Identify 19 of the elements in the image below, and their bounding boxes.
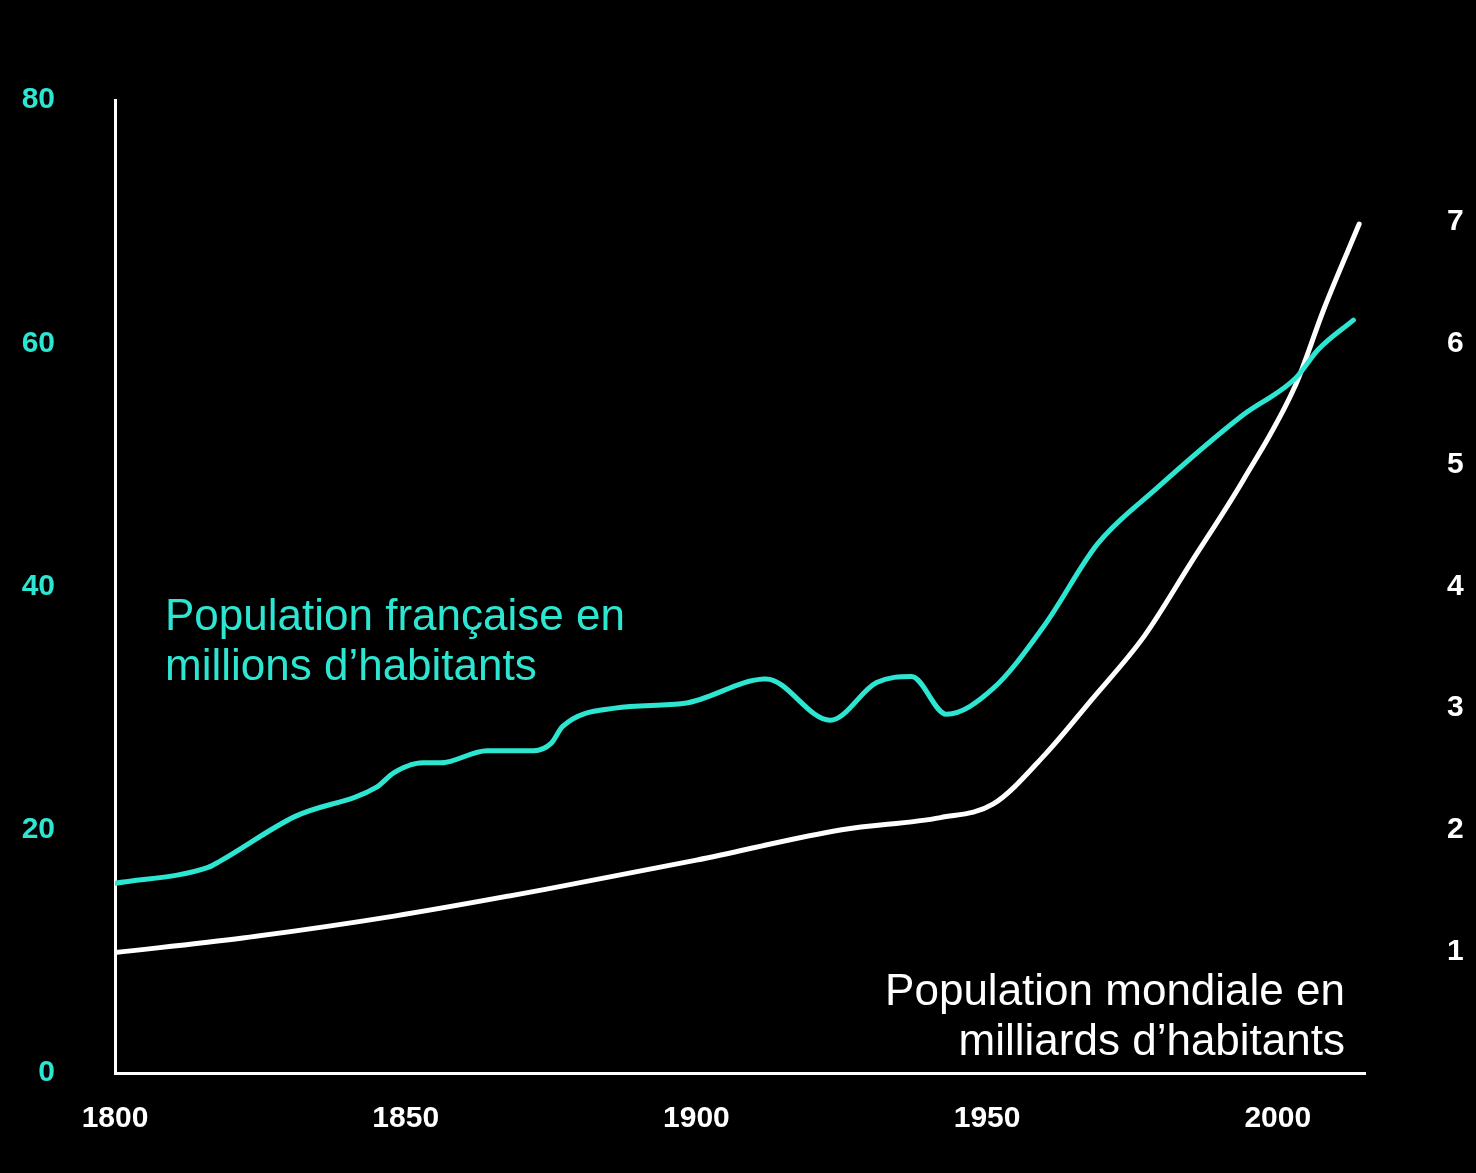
y2-tick-label: 4 — [1447, 567, 1464, 601]
y-tick-label: 20 — [21, 811, 55, 845]
x-tick-label: 1850 — [372, 1100, 440, 1134]
y2-tick-label: 3 — [1447, 689, 1464, 723]
y-tick-label: 0 — [38, 1054, 55, 1088]
y2-tick-label: 5 — [1447, 446, 1464, 480]
text: Population mondiale en milliards d’habitants — [885, 965, 1345, 1064]
y2-tick-label: 7 — [1447, 202, 1464, 236]
x-tick-label: 1800 — [81, 1100, 149, 1134]
x-tick-label: 1900 — [663, 1100, 730, 1134]
y-tick-label: 40 — [21, 567, 55, 601]
y2-tick-label: 6 — [1447, 324, 1464, 358]
y-tick-label: 80 — [21, 81, 55, 115]
y2-tick-label: 1 — [1447, 932, 1464, 966]
x-tick-label: 2000 — [1244, 1100, 1312, 1134]
x-tick-label: 1950 — [953, 1100, 1021, 1134]
y2-tick-label: 2 — [1447, 811, 1464, 845]
series-label: Population française en millions d’habitants — [165, 590, 625, 689]
y-tick-label: 60 — [21, 324, 55, 358]
